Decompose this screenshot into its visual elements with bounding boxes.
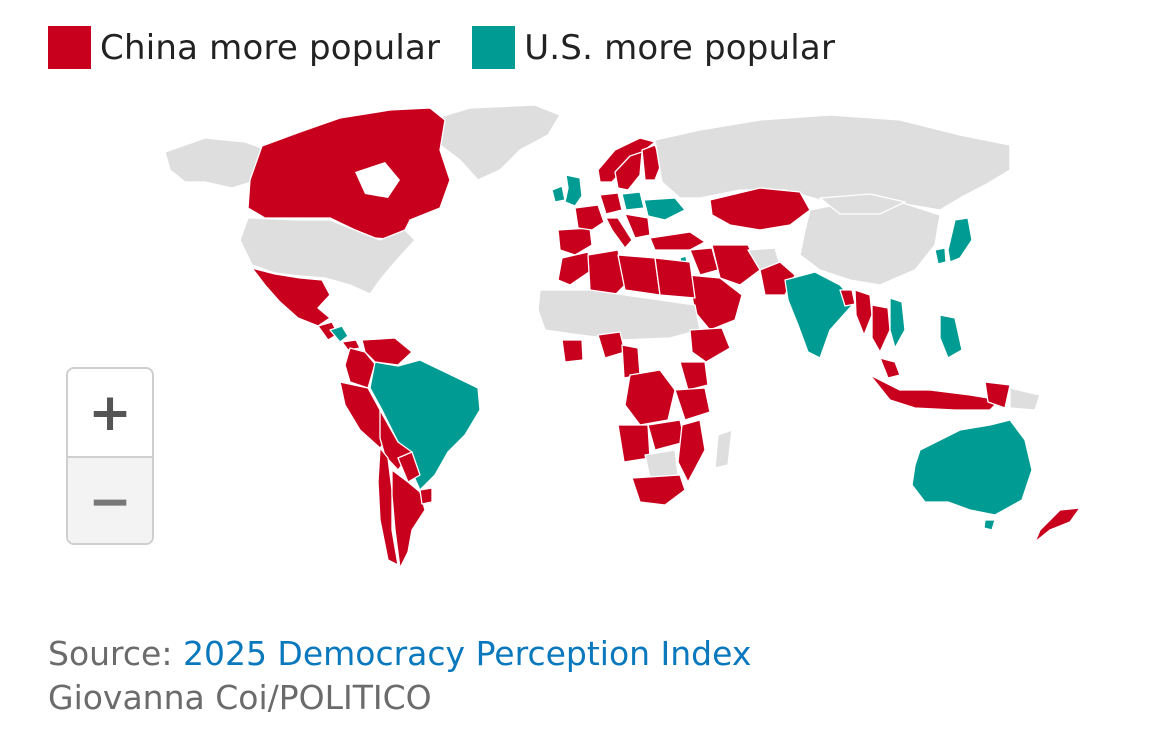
country-nigeria[interactable]: [597, 331, 626, 359]
country-united-kingdom[interactable]: [564, 174, 583, 207]
credit-line: Giovanna Coi/POLITICO: [48, 678, 432, 717]
legend-item-us: U.S. more popular: [472, 26, 835, 69]
country-spain[interactable]: [557, 227, 593, 256]
world-map-svg[interactable]: [0, 90, 1170, 590]
country-kazakhstan[interactable]: [709, 187, 811, 231]
country-malaysia[interactable]: [879, 357, 901, 379]
country-kenya[interactable]: [679, 361, 709, 391]
source-line: Source: 2025 Democracy Perception Index: [48, 632, 751, 676]
country-mongolia[interactable]: [819, 193, 906, 215]
country-ethiopia[interactable]: [689, 327, 731, 363]
country-egypt[interactable]: [654, 257, 696, 299]
map-footer: Source: 2025 Democracy Perception Index …: [48, 632, 751, 720]
legend-label-china: China more popular: [100, 27, 441, 68]
country-libya[interactable]: [617, 254, 661, 296]
country-algeria[interactable]: [587, 249, 626, 301]
zoom-control: + −: [66, 367, 154, 545]
country-indonesia[interactable]: [869, 374, 1001, 411]
country-sweden[interactable]: [614, 151, 643, 191]
country-france[interactable]: [574, 204, 605, 231]
country-usa[interactable]: [239, 217, 416, 295]
country-vietnam[interactable]: [889, 297, 906, 349]
country-thailand[interactable]: [871, 304, 891, 353]
source-link[interactable]: 2025 Democracy Perception Index: [182, 634, 752, 673]
country-tanzania[interactable]: [674, 387, 711, 421]
country-germany[interactable]: [599, 192, 623, 215]
country-australia[interactable]: [911, 419, 1033, 516]
country-botswana[interactable]: [644, 449, 679, 479]
country-papua-new-guinea[interactable]: [984, 381, 1011, 409]
country-cameroon[interactable]: [621, 344, 641, 379]
country-mozambique[interactable]: [677, 419, 706, 483]
country-myanmar[interactable]: [854, 289, 873, 336]
country-new-zealand[interactable]: [1034, 507, 1081, 543]
country-morocco[interactable]: [557, 251, 593, 286]
world-map[interactable]: [0, 90, 1170, 590]
country-uruguay[interactable]: [419, 487, 433, 505]
country-ireland[interactable]: [551, 185, 566, 203]
source-prefix: Source:: [48, 634, 183, 673]
country-chile[interactable]: [377, 447, 399, 566]
country-russia[interactable]: [654, 114, 1011, 211]
legend-item-china: China more popular: [48, 26, 440, 69]
country-turkey[interactable]: [649, 231, 706, 251]
country-dr-congo[interactable]: [624, 369, 676, 426]
legend-swatch-china: [48, 26, 91, 69]
country-poland[interactable]: [621, 191, 645, 211]
country-usa-alaska[interactable]: [164, 137, 263, 189]
country-iran[interactable]: [711, 244, 761, 286]
country-greenland[interactable]: [429, 104, 561, 181]
zoom-in-button[interactable]: +: [88, 382, 132, 443]
country-paraguay[interactable]: [397, 451, 421, 483]
country-japan[interactable]: [947, 217, 973, 263]
country-mexico[interactable]: [251, 267, 331, 327]
country-ukraine[interactable]: [643, 197, 686, 221]
country-panama[interactable]: [341, 339, 361, 351]
country-italy[interactable]: [605, 217, 633, 249]
country-philippines[interactable]: [939, 314, 963, 359]
country-canada[interactable]: [247, 107, 451, 241]
legend-swatch-us: [472, 26, 516, 69]
country-ghana[interactable]: [561, 339, 584, 363]
zoom-out-button[interactable]: −: [68, 456, 152, 543]
map-legend: China more popular U.S. more popular: [48, 26, 867, 69]
country-hudson-bay: [355, 162, 400, 198]
country-balkans[interactable]: [624, 213, 651, 239]
country-sahel[interactable]: [537, 289, 701, 341]
country-png-east[interactable]: [1009, 387, 1041, 411]
country-costa-rica[interactable]: [329, 325, 349, 343]
legend-label-us: U.S. more popular: [524, 27, 836, 68]
country-india[interactable]: [784, 271, 856, 359]
country-argentina[interactable]: [391, 469, 426, 569]
country-tasmania[interactable]: [983, 519, 996, 531]
country-south-africa[interactable]: [631, 474, 686, 506]
country-madagascar[interactable]: [714, 429, 733, 469]
country-south-korea[interactable]: [934, 247, 947, 265]
country-brazil[interactable]: [369, 359, 481, 491]
